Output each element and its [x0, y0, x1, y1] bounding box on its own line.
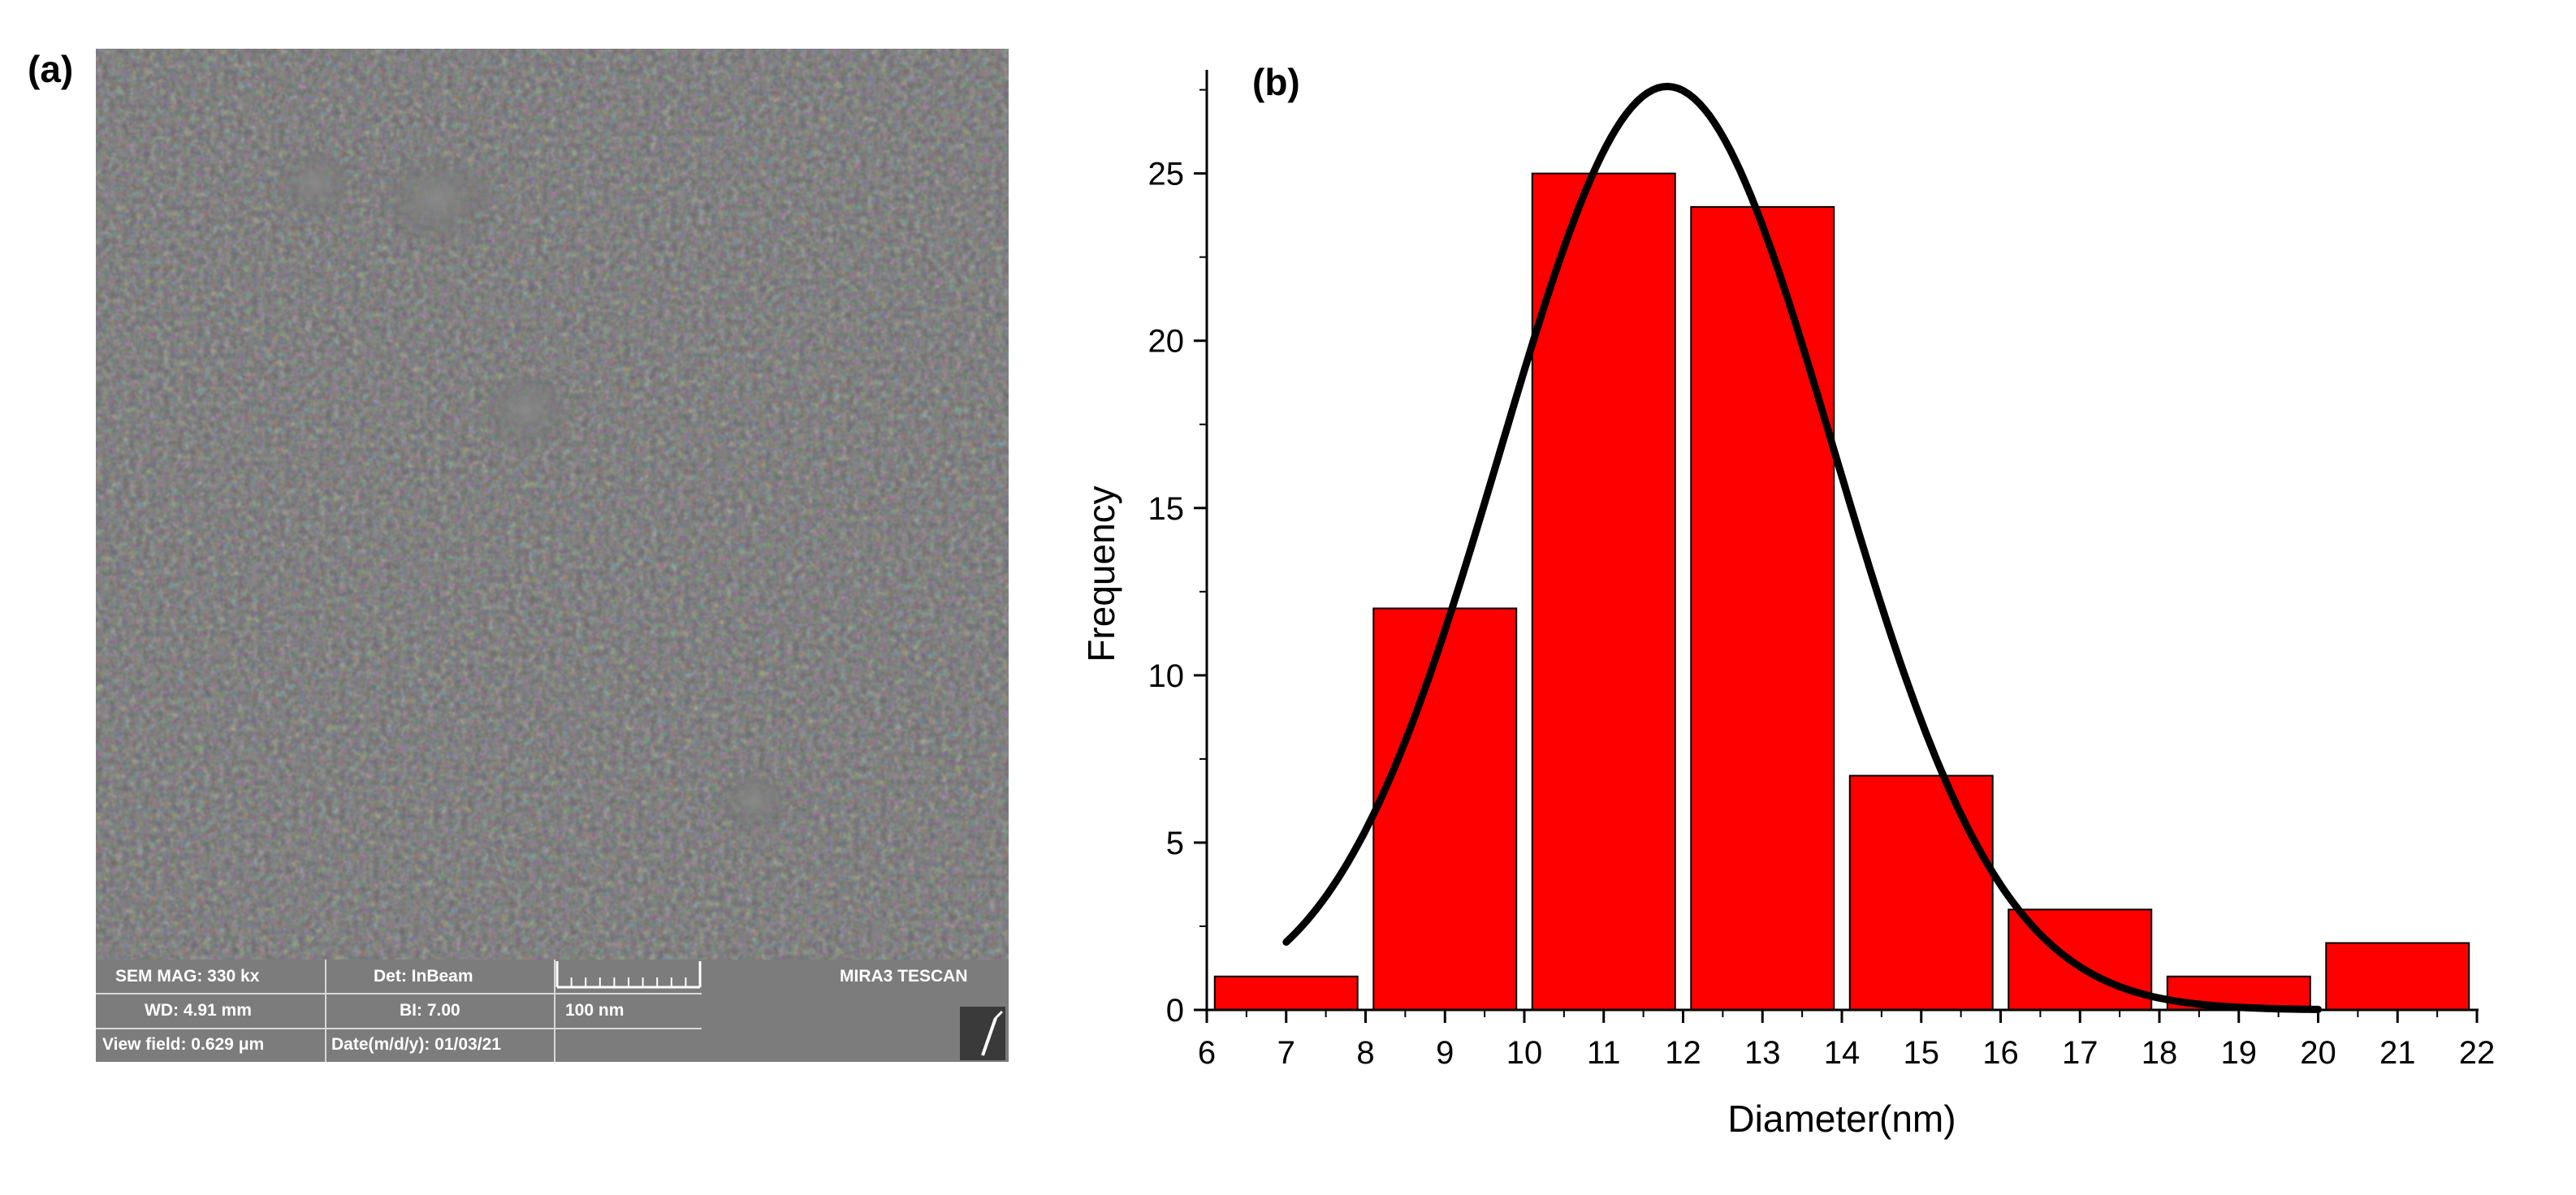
x-tick-label: 22: [2459, 1035, 2496, 1071]
x-tick-label: 12: [1665, 1035, 1701, 1071]
histogram-bar-21: [2325, 942, 2470, 1011]
sem-info-bar: SEM MAG: 330 kx Det: InBeam MIRA3 TESCAN…: [96, 960, 1009, 1062]
x-tick-label: 18: [2142, 1035, 2178, 1071]
y-tick-label: 15: [1148, 491, 1185, 527]
histogram-bar-7: [1213, 975, 1359, 1012]
sem-view-field: View field: 0.629 μm: [102, 1035, 265, 1054]
y-tick-label: 0: [1166, 993, 1184, 1029]
sem-scale-label: 100 nm: [565, 1001, 625, 1020]
sem-working-distance: WD: 4.91 mm: [145, 1001, 252, 1020]
panel-label-b: (b): [1252, 61, 1300, 103]
y-tick-label: 5: [1166, 826, 1184, 861]
sem-detector: Det: InBeam: [374, 967, 473, 986]
x-tick-label: 20: [2300, 1035, 2336, 1071]
x-tick-label: 15: [1904, 1035, 1940, 1071]
histogram-bar-11: [1531, 172, 1676, 1012]
histogram-bar-13: [1690, 205, 1835, 1012]
y-tick-label: 20: [1148, 324, 1185, 360]
sem-micrograph: SEM MAG: 330 kx Det: InBeam MIRA3 TESCAN…: [96, 49, 1009, 1062]
x-tick-label: 16: [1982, 1035, 2019, 1071]
x-axis-label: Diameter(nm): [1727, 1098, 1956, 1140]
histogram-bar-9: [1372, 607, 1518, 1012]
x-tick-label: 9: [1436, 1035, 1454, 1071]
gaussian-fit-curve: [1282, 83, 2322, 1013]
x-tick-label: 21: [2379, 1035, 2416, 1071]
histogram-bar-15: [1848, 774, 1994, 1011]
x-tick-label: 11: [1587, 1035, 1621, 1071]
y-tick-label: 10: [1148, 658, 1185, 694]
sem-date: Date(m/d/y): 01/03/21: [331, 1035, 501, 1054]
panel-label-a: (a): [28, 48, 74, 90]
x-tick-label: 7: [1277, 1035, 1295, 1071]
sem-magnification: SEM MAG: 330 kx: [115, 967, 260, 986]
scale-bar: [555, 961, 702, 989]
x-tick-label: 14: [1824, 1035, 1861, 1071]
x-tick-label: 10: [1506, 1035, 1543, 1071]
tescan-logo: [960, 1007, 1005, 1060]
x-tick-label: 6: [1198, 1035, 1216, 1071]
histogram-chart: 6 7 8 9 10 11 12 13 14 15 16 17 18 19 20 21 22 0 5 10 15 20 2…: [1080, 70, 2496, 1140]
x-tick-label: 19: [2221, 1035, 2258, 1071]
sem-beam-intensity: BI: 7.00: [400, 1001, 460, 1020]
y-tick-label: 25: [1148, 157, 1185, 192]
x-tick-label: 17: [2062, 1035, 2098, 1071]
x-tick-label: 13: [1744, 1035, 1781, 1071]
sem-image: [96, 49, 1009, 960]
y-axis-label: Frequency: [1080, 485, 1122, 662]
sem-instrument: MIRA3 TESCAN: [840, 967, 968, 986]
x-tick-label: 8: [1356, 1035, 1374, 1071]
